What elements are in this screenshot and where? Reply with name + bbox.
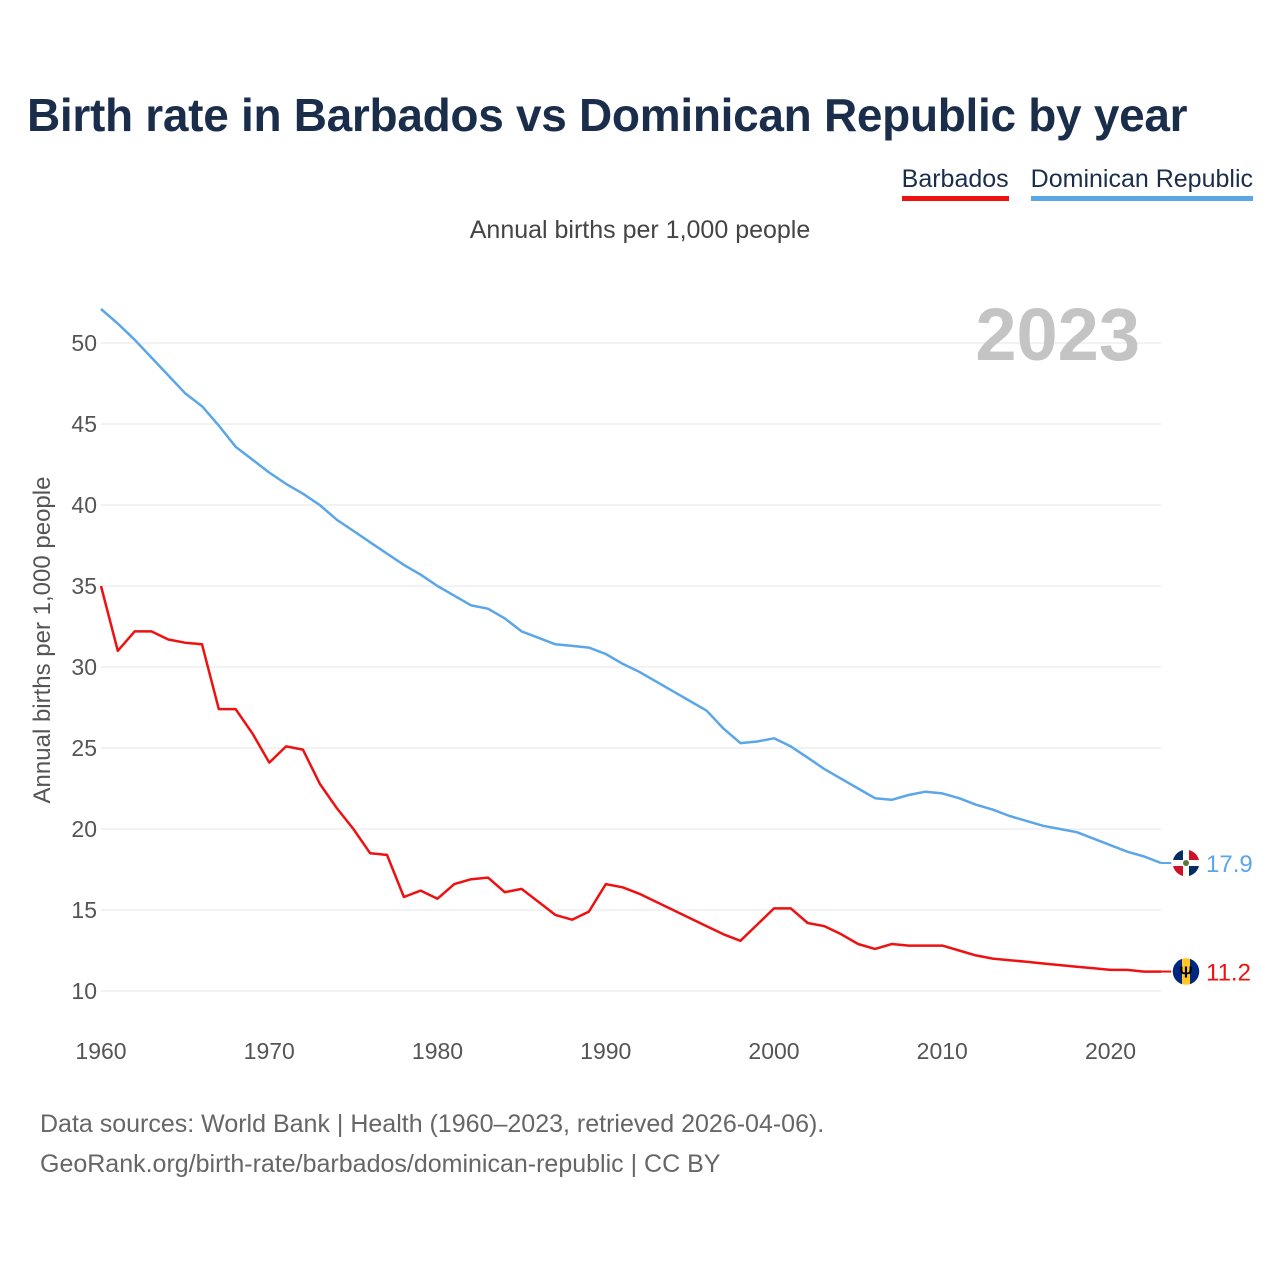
end-value-label-barbados: 11.2 (1206, 960, 1251, 987)
chart-title: Birth rate in Barbados vs Dominican Repu… (27, 89, 1188, 141)
legend-item-dominican-republic[interactable]: Dominican Republic (1030, 164, 1253, 201)
chart-subtitle: Annual births per 1,000 people (469, 216, 811, 244)
x-tick-label: 1980 (412, 1038, 463, 1064)
dominican-republic-flag (1171, 848, 1201, 878)
x-tick-label: 2000 (748, 1038, 799, 1064)
y-tick-label: 20 (71, 816, 97, 842)
footer-link: GeoRank.org/birth-rate/barbados/dominica… (40, 1150, 721, 1178)
y-tick-label: 50 (71, 330, 97, 356)
y-tick-label: 35 (71, 573, 97, 599)
legend: Barbados Dominican Republic (901, 164, 1253, 201)
y-tick-label: 40 (71, 492, 97, 518)
y-tick-label: 15 (71, 897, 97, 923)
x-tick-label: 1970 (244, 1038, 295, 1064)
series-line-dominican-republic (100, 308, 1162, 865)
y-tick-label: 30 (71, 654, 97, 680)
barbados-flag: Ψ (1171, 956, 1201, 987)
y-axis-label: Annual births per 1,000 people (29, 477, 56, 804)
footer-sources: Data sources: World Bank | Health (1960–… (40, 1110, 825, 1138)
y-tick-label: 25 (71, 735, 97, 761)
legend-item-barbados[interactable]: Barbados (901, 164, 1009, 201)
x-tick-label: 1990 (580, 1038, 631, 1064)
x-tick-label: 1960 (75, 1038, 126, 1064)
end-value-label-dominican-republic: 17.9 (1206, 851, 1253, 878)
year-watermark: 2023 (975, 293, 1140, 376)
x-tick-label: 2010 (917, 1038, 968, 1064)
x-tick-label: 2020 (1085, 1038, 1136, 1064)
footer: Data sources: World Bank | Health (1960–… (40, 1104, 824, 1184)
y-tick-label: 45 (71, 411, 97, 437)
y-tick-label: 10 (71, 978, 97, 1004)
series-line-barbados (99, 585, 1161, 973)
svg-text:Ψ: Ψ (1180, 965, 1193, 982)
